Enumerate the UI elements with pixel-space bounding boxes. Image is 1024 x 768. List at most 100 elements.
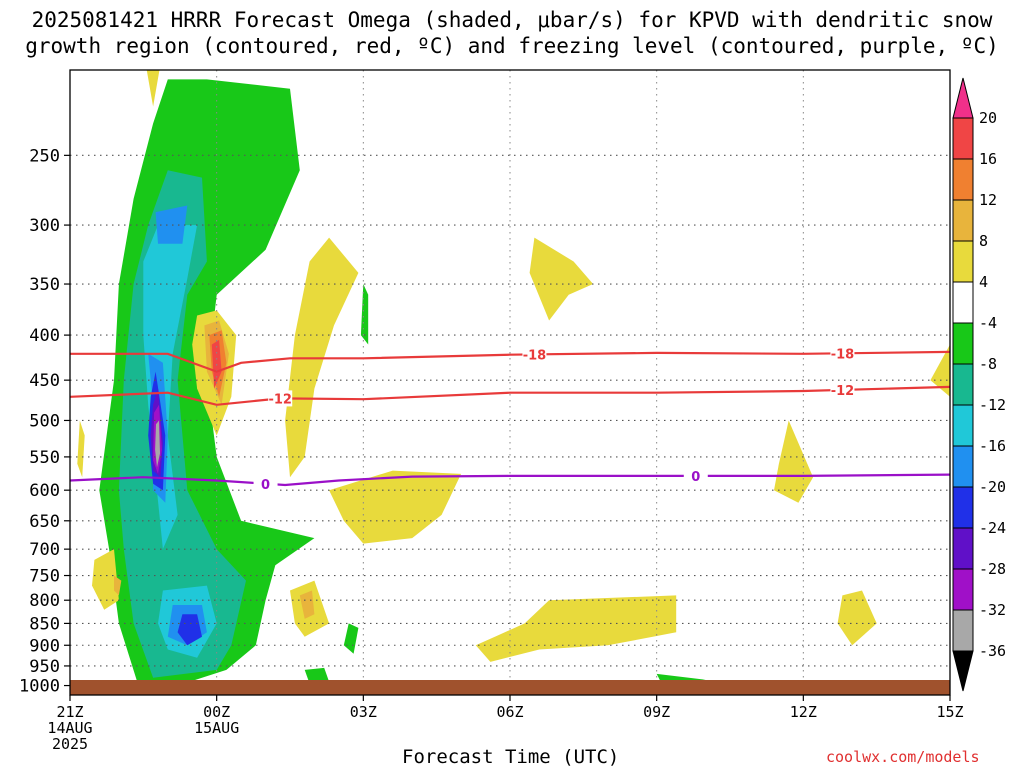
x-tick-label-12-0: 09Z [643, 703, 670, 721]
y-tick-label-500: 500 [29, 411, 60, 431]
contour-line-0 [70, 350, 950, 373]
y-tick-label-850: 850 [29, 614, 60, 634]
omega-region-20 [475, 595, 677, 662]
omega-region-28 [299, 590, 315, 619]
colorbar-label-3: 8 [979, 232, 988, 250]
y-tick-label-900: 900 [29, 636, 60, 656]
colorbar-label-6: -8 [979, 355, 997, 373]
colorbar-label-12: -32 [979, 601, 1006, 619]
colorbar-swatch-4 [952, 240, 974, 283]
contour-line-2 [70, 473, 950, 487]
y-tick-label-750: 750 [29, 567, 60, 587]
contour-label-bg-1-1 [830, 381, 855, 398]
colorbar-swatch-3 [952, 199, 974, 242]
y-tick-label-800: 800 [29, 591, 60, 611]
omega-region-29 [360, 284, 369, 345]
grid-lines [70, 70, 950, 695]
contour-label-1-0: -12 [268, 392, 292, 407]
colorbar-label-8: -16 [979, 437, 1006, 455]
contour-labels: -18 -18 -12 -12 0 0 [253, 345, 855, 493]
omega-region-8 [177, 614, 202, 646]
contour-label-0-1: -18 [831, 347, 855, 362]
omega-region-23 [930, 344, 950, 397]
omega-region-21 [774, 420, 814, 503]
omega-region-27 [114, 575, 122, 596]
terrain-ground [70, 680, 950, 695]
x-tick-label-15-0: 12Z [790, 703, 817, 721]
colorbar-swatch-5 [952, 281, 974, 324]
colorbar-label-4: 4 [979, 273, 988, 291]
contour-label-bg-0-1 [830, 345, 855, 362]
colorbar-swatch-2 [952, 158, 974, 201]
contour-label-1-1: -12 [831, 384, 855, 399]
colorbar-swatch-10 [952, 486, 974, 529]
contour-label-bg-2-1 [683, 467, 708, 484]
colorbar-label-13: -36 [979, 642, 1006, 660]
y-axis: 2503003504004505005506006507007508008509… [19, 146, 70, 697]
y-tick-label-650: 650 [29, 512, 60, 532]
colorbar-swatch-11 [952, 527, 974, 570]
x-tick-label-3-0: 00Z [203, 703, 230, 721]
x-tick-label-0-2: 2025 [52, 735, 88, 753]
colorbar-bottom-arrow [952, 650, 974, 692]
omega-region-25 [77, 420, 85, 478]
omega-shading [77, 70, 950, 686]
omega-region-30 [343, 623, 359, 654]
colorbar-swatch-7 [952, 363, 974, 406]
colorbar-swatch-6 [952, 322, 974, 365]
x-tick-label-9-0: 06Z [496, 703, 523, 721]
x-tick-label-3-1: 15AUG [194, 719, 239, 737]
y-tick-label-250: 250 [29, 146, 60, 166]
x-tick-label-18-0: 15Z [936, 703, 963, 721]
colorbar-swatch-8 [952, 404, 974, 447]
y-tick-label-300: 300 [29, 216, 60, 236]
y-tick-label-700: 700 [29, 540, 60, 560]
x-axis-title: Forecast Time (UTC) [402, 746, 620, 768]
contour-label-2-1: 0 [691, 470, 700, 485]
y-tick-label-1000: 1000 [19, 677, 60, 697]
omega-region-17 [329, 470, 462, 544]
omega-region-11 [155, 420, 160, 468]
chart-title-line-1: 2025081421 HRRR Forecast Omega (shaded, … [31, 8, 993, 32]
contour-label-0-0: -18 [523, 348, 547, 363]
colorbar-swatch-13 [952, 609, 974, 652]
colorbar-label-1: 16 [979, 150, 997, 168]
y-tick-label-950: 950 [29, 657, 60, 677]
omega-region-4 [155, 205, 188, 244]
contour-label-bg-2-0 [253, 475, 278, 492]
omega-region-31 [304, 667, 330, 684]
colorbar-label-9: -20 [979, 478, 1006, 496]
colorbar-label-7: -12 [979, 396, 1006, 414]
colorbar-top-arrow [952, 77, 974, 119]
omega-region-18 [529, 237, 594, 321]
colorbar-label-10: -24 [979, 519, 1006, 537]
contour-label-2-0: 0 [261, 478, 270, 493]
y-tick-label-350: 350 [29, 275, 60, 295]
x-tick-label-0-1: 14AUG [47, 719, 92, 737]
omega-region-26 [146, 70, 160, 107]
colorbar: 20 16 12 8 4 -4 -8 -12 -16 -20 -24 -28 -32 -36 [952, 77, 1006, 692]
y-tick-label-400: 400 [29, 326, 60, 346]
contour-label-bg-0-0 [522, 346, 547, 363]
contour-line-1 [70, 385, 950, 406]
colorbar-swatch-12 [952, 568, 974, 611]
credit-link[interactable]: coolwx.com/models [826, 748, 980, 766]
colorbar-label-11: -28 [979, 560, 1006, 578]
y-tick-label-550: 550 [29, 448, 60, 468]
contour-label-bg-1-0 [268, 390, 293, 407]
colorbar-label-5: -4 [979, 314, 997, 332]
x-tick-label-6-0: 03Z [350, 703, 377, 721]
chart-title-line-2: growth region (contoured, red, ºC) and f… [25, 34, 999, 58]
x-tick-label-0-0: 21Z [56, 703, 83, 721]
colorbar-label-0: 20 [979, 109, 997, 127]
colorbar-label-2: 12 [979, 191, 997, 209]
colorbar-swatch-9 [952, 445, 974, 488]
omega-region-22 [837, 590, 877, 646]
y-tick-label-600: 600 [29, 481, 60, 501]
temperature-contours [70, 350, 950, 487]
y-tick-label-450: 450 [29, 371, 60, 391]
colorbar-swatch-1 [952, 117, 974, 160]
omega-region-24 [92, 549, 119, 610]
